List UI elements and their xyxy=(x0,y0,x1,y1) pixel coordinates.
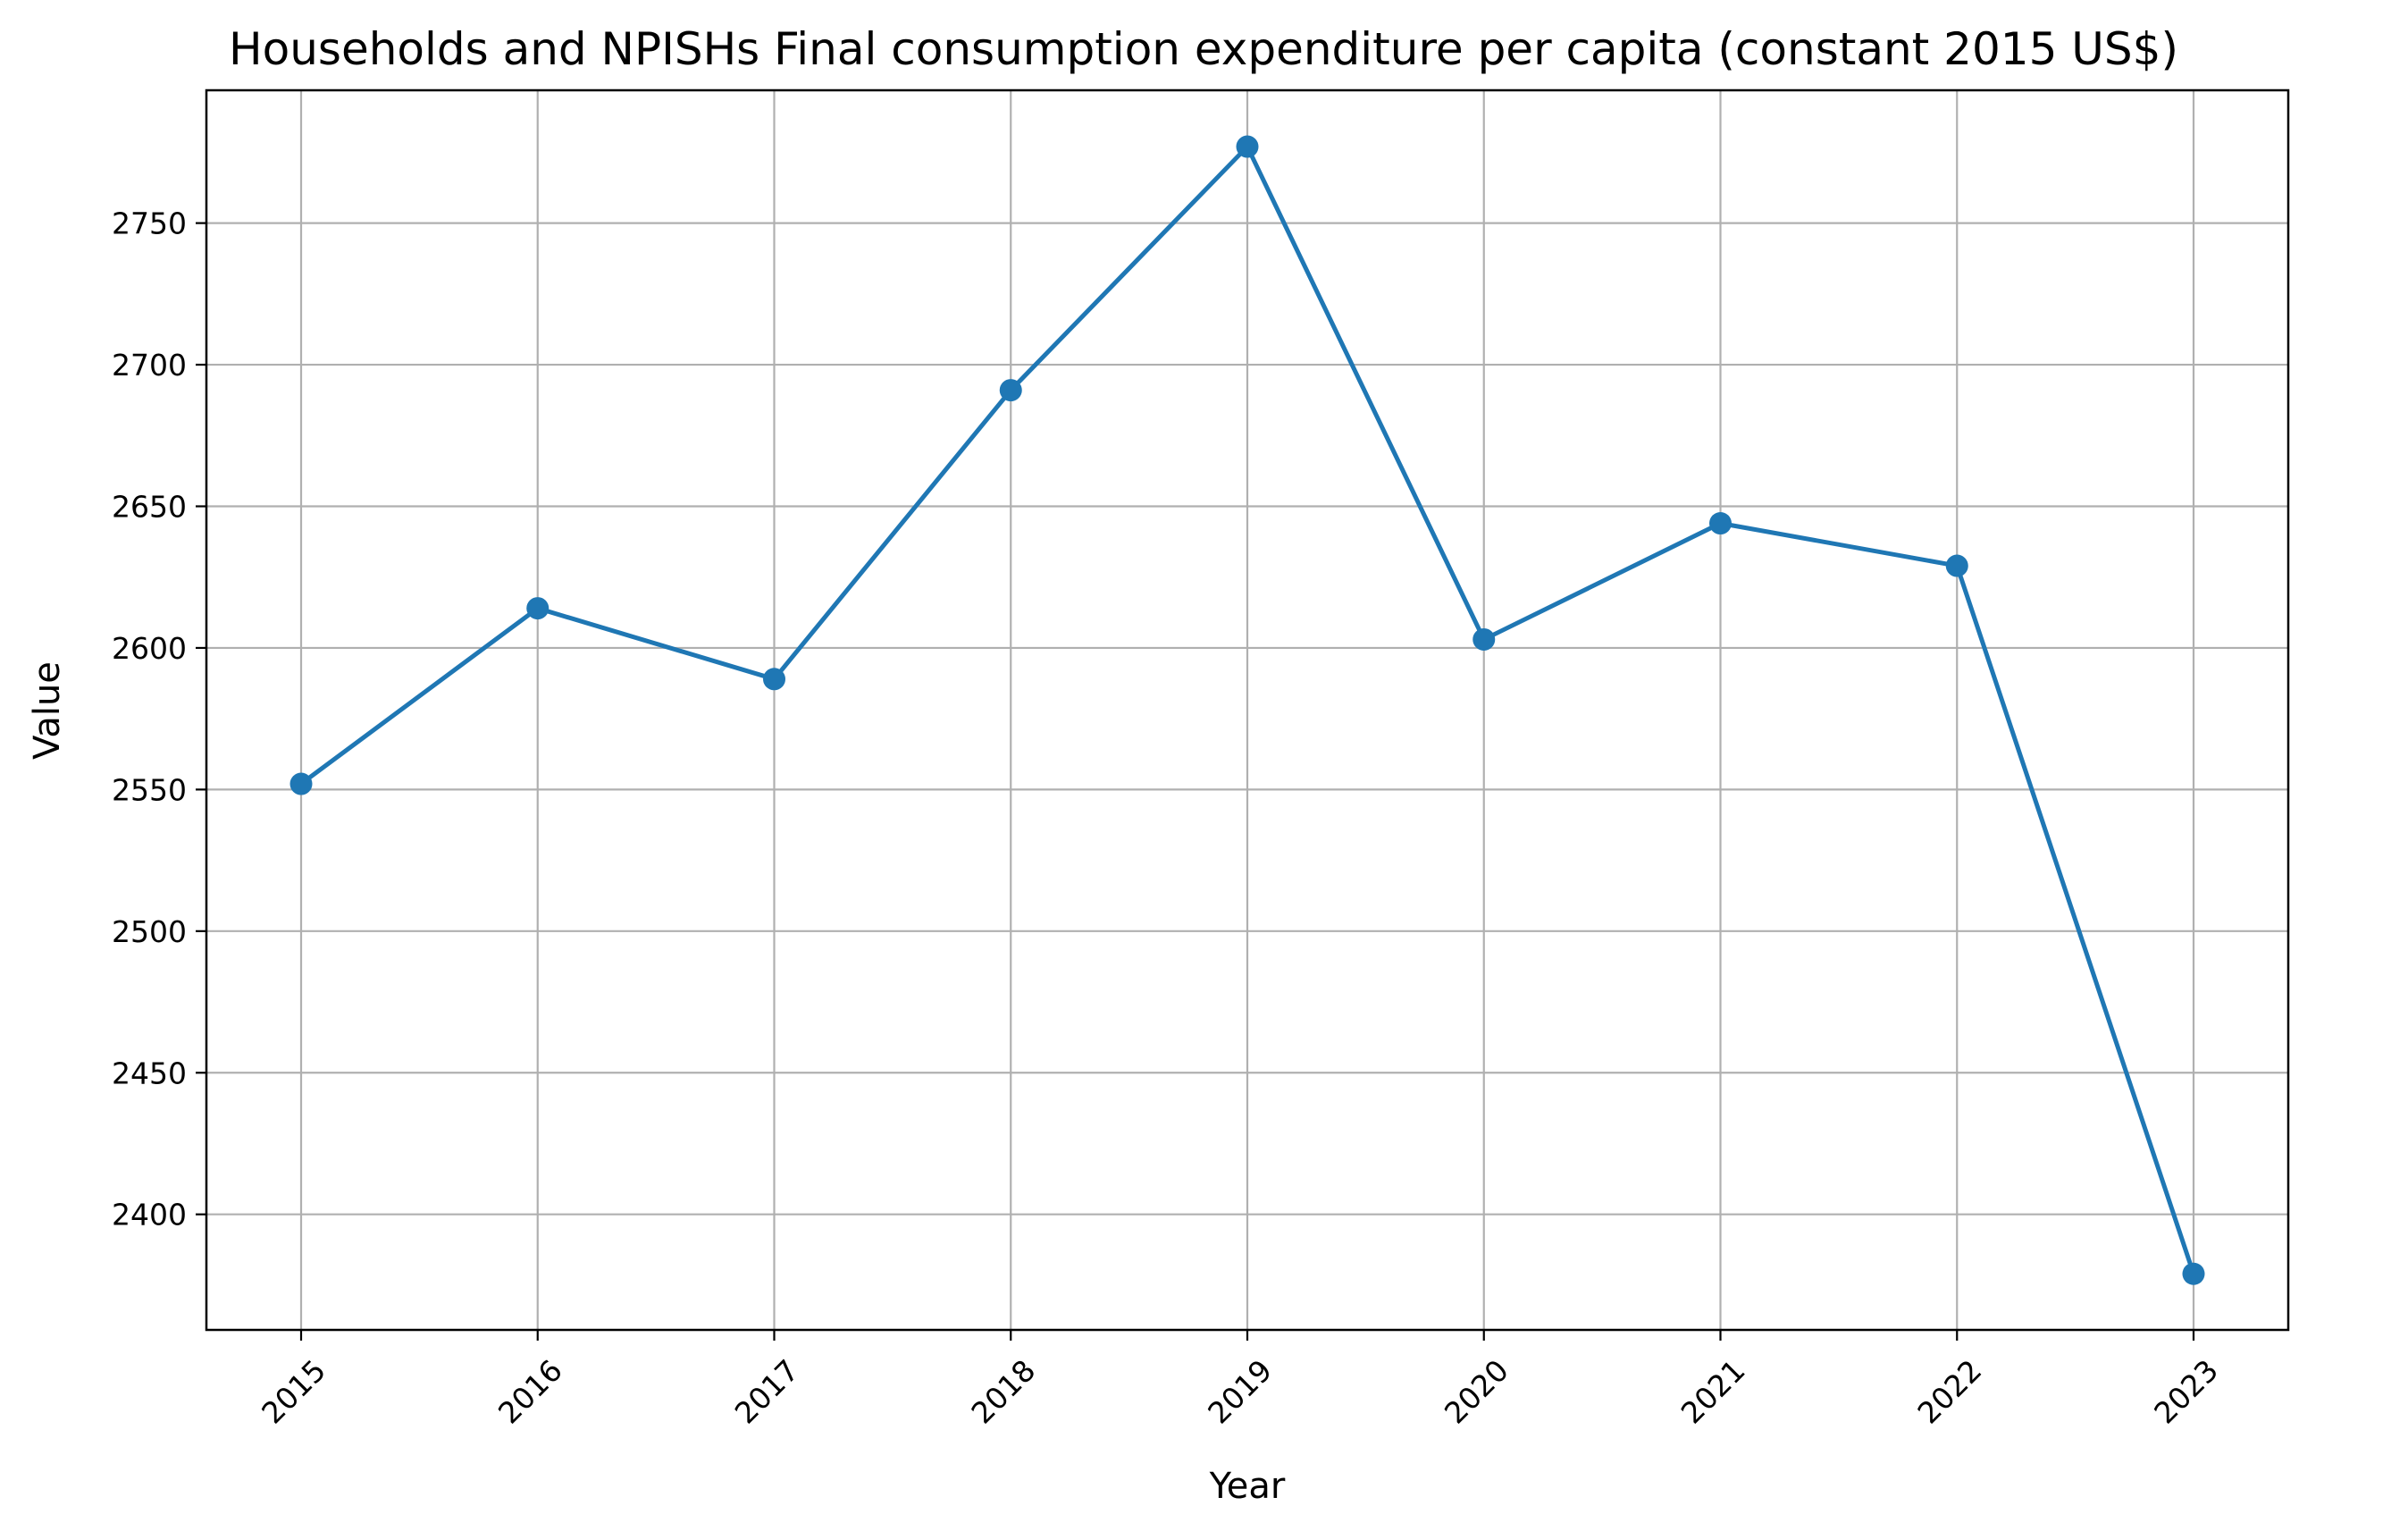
data-point xyxy=(763,668,785,691)
data-point xyxy=(2182,1262,2205,1285)
chart-title: Households and NPISHs Final consumption … xyxy=(229,23,2178,75)
grid xyxy=(206,90,2288,1330)
data-point xyxy=(289,772,313,795)
y-tick-label: 2450 xyxy=(112,1056,187,1090)
data-point xyxy=(999,379,1022,402)
y-tick-label: 2500 xyxy=(112,914,187,949)
series-layer xyxy=(289,135,2205,1285)
data-point xyxy=(1709,512,1732,535)
data-point xyxy=(1472,627,1496,651)
y-axis-label: Value xyxy=(27,661,68,760)
data-point xyxy=(1236,135,1259,158)
y-tick-label: 2650 xyxy=(112,490,187,525)
y-tick-label: 2400 xyxy=(112,1198,187,1232)
data-point xyxy=(1945,554,1968,577)
data-point xyxy=(526,597,550,620)
y-tick-label: 2750 xyxy=(112,206,187,241)
x-axis-label: Year xyxy=(1209,1466,1286,1507)
y-tick-label: 2700 xyxy=(112,348,187,383)
y-tick-label: 2550 xyxy=(112,772,187,807)
y-tick-label: 2600 xyxy=(112,631,187,666)
